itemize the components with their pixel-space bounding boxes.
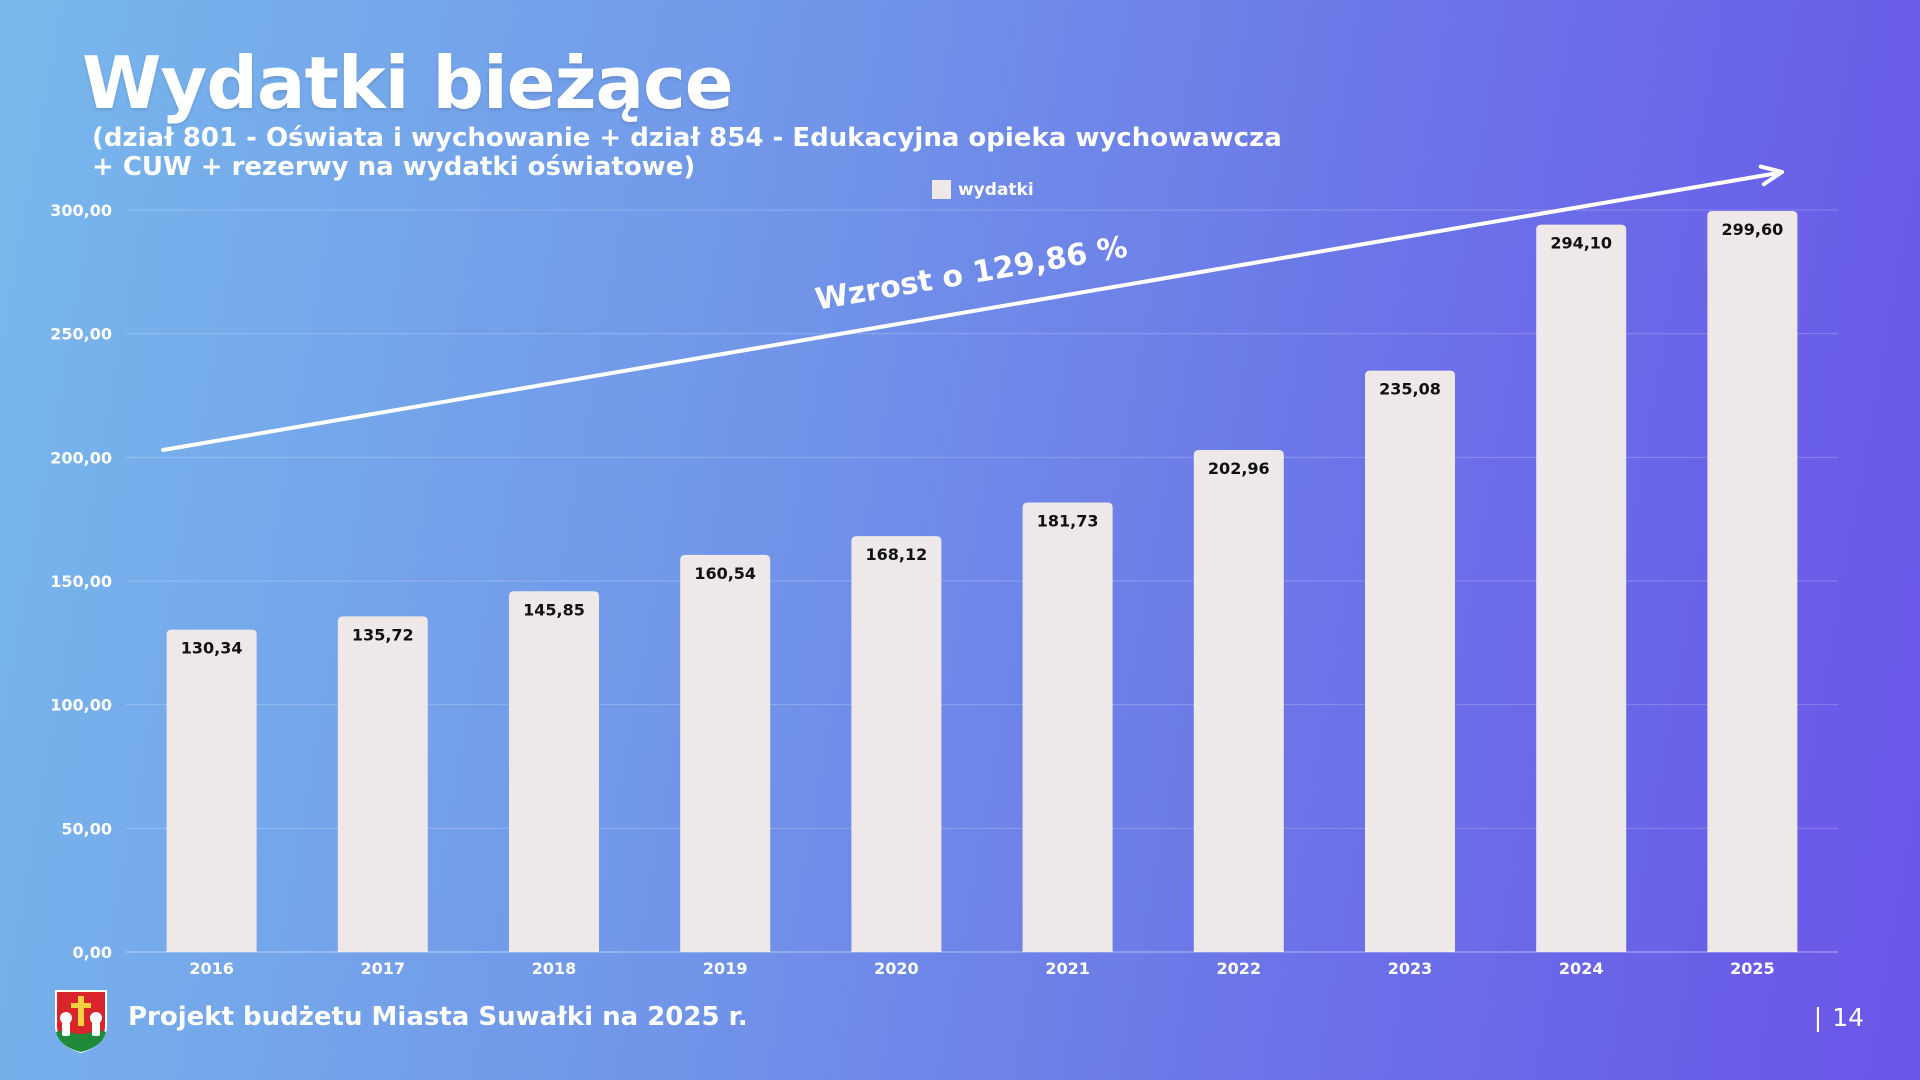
- data-label: 294,10: [1550, 234, 1612, 253]
- bar: [337, 616, 428, 952]
- y-tick-label: 150,00: [50, 572, 112, 591]
- data-label: 135,72: [352, 625, 414, 644]
- bar: [851, 536, 942, 952]
- trend-arrow-line: [161, 171, 1780, 452]
- page-number-block: | 14: [1814, 1003, 1864, 1032]
- trend-annotation: Wzrost o 129,86 %: [813, 230, 1130, 318]
- page-number: 14: [1832, 1003, 1864, 1032]
- bar: [1707, 210, 1798, 953]
- x-tick-label: 2025: [1730, 959, 1775, 978]
- x-tick-label: 2017: [361, 959, 406, 978]
- x-tick-label: 2019: [703, 959, 748, 978]
- data-label: 130,34: [181, 639, 243, 658]
- legend-label: wydatki: [958, 180, 1034, 200]
- y-tick-label: 100,00: [50, 696, 112, 715]
- x-tick-label: 2018: [532, 959, 577, 978]
- x-tick-label: 2021: [1045, 959, 1090, 978]
- bar: [1365, 370, 1455, 952]
- slide-title: Wydatki bieżące: [82, 41, 734, 125]
- x-tick-label: 2024: [1559, 959, 1604, 978]
- data-label: 160,54: [694, 564, 756, 583]
- slide-subtitle: (dział 801 - Oświata i wychowanie + dzia…: [92, 124, 1292, 182]
- legend-swatch: [932, 180, 951, 199]
- x-tick-label: 2023: [1388, 959, 1433, 978]
- subtitle-line-1: (dział 801 - Oświata i wychowanie + dzia…: [92, 123, 1282, 153]
- footer-text: Projekt budżetu Miasta Suwałki na 2025 r…: [128, 1002, 748, 1032]
- y-tick-label: 0,00: [73, 943, 112, 962]
- x-tick-label: 2016: [189, 959, 234, 978]
- y-tick-label: 250,00: [50, 325, 112, 344]
- x-tick-label: 2020: [874, 959, 919, 978]
- subtitle-line-2: + CUW + rezerwy na wydatki oświatowe): [92, 152, 696, 182]
- data-label: 202,96: [1208, 459, 1270, 478]
- page-separator: |: [1813, 1003, 1823, 1032]
- x-tick-label: 2022: [1217, 959, 1262, 978]
- y-tick-label: 200,00: [50, 448, 112, 467]
- y-tick-label: 300,00: [50, 201, 112, 220]
- bar-chart: 0,00 50,00 100,00 150,00 200,00 250,00 300,00 1…: [50, 164, 1798, 978]
- bar: [509, 591, 599, 952]
- bar: [1022, 502, 1113, 952]
- data-label: 181,73: [1037, 512, 1099, 531]
- data-label: 145,85: [523, 600, 585, 619]
- data-label: 168,12: [866, 545, 928, 564]
- y-tick-label: 50,00: [61, 819, 112, 838]
- trend-arrow-head: [1758, 164, 1784, 187]
- bar: [680, 554, 771, 952]
- bar: [1536, 224, 1627, 953]
- bar: [166, 629, 257, 952]
- data-label: 235,08: [1379, 380, 1441, 399]
- data-label: 299,60: [1722, 220, 1784, 239]
- bar: [1193, 450, 1284, 952]
- city-crest-icon: [55, 990, 107, 1054]
